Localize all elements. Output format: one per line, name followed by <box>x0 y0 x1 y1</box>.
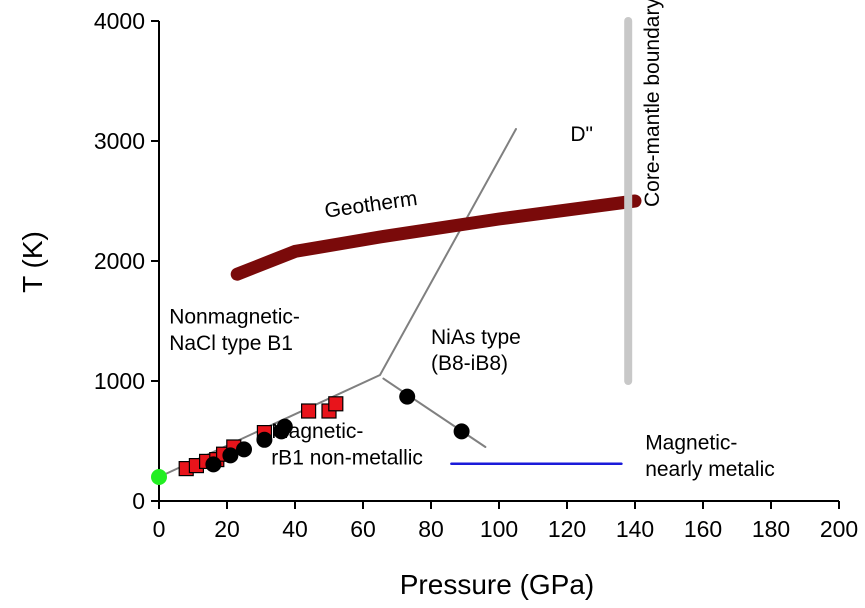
x-tick-label: 140 <box>616 516 654 542</box>
y-tick-label: 2000 <box>94 248 145 274</box>
chart-annotation: Geotherm <box>323 187 419 223</box>
chart-annotation: Nonmagnetic- <box>169 305 300 328</box>
circle-data-point <box>236 441 252 458</box>
y-tick-label: 1000 <box>94 368 145 394</box>
x-tick-label: 100 <box>480 516 518 542</box>
x-tick-label: 40 <box>282 516 308 542</box>
chart-annotation: NiAs type <box>431 326 521 349</box>
x-tick-label: 60 <box>350 516 376 542</box>
chart-annotation: NaCl type B1 <box>169 332 293 355</box>
chart-annotation: D" <box>570 123 593 146</box>
chart-annotation: Core-mantle boundary <box>641 0 664 207</box>
circle-data-point <box>222 447 239 464</box>
chart-annotation: rB1 non-metallic <box>271 446 423 469</box>
y-tick-label: 0 <box>132 488 145 514</box>
chart-annotation: Magnetic- <box>271 420 363 443</box>
phase-boundary-line <box>382 377 487 448</box>
circle-data-point <box>205 456 222 473</box>
chart-annotation: (B8-iB8) <box>431 352 508 375</box>
chart-points <box>151 388 470 485</box>
x-tick-label: 20 <box>214 516 240 542</box>
x-tick-label: 120 <box>548 516 586 542</box>
square-data-point <box>328 396 344 412</box>
circle-data-point <box>151 469 167 485</box>
y-axis-label: T (K) <box>17 231 48 293</box>
x-tick-label: 200 <box>820 516 858 542</box>
square-data-point <box>301 403 317 419</box>
x-tick-label: 180 <box>752 516 790 542</box>
circle-data-point <box>453 423 470 440</box>
circle-data-point <box>276 418 293 435</box>
chart-annotations: Geotherm D" Core-mantle boundary Nonmagneti… <box>169 0 775 481</box>
x-tick-label: 160 <box>684 516 722 542</box>
x-tick-label: 0 <box>153 516 166 542</box>
x-axis-label: Pressure (GPa) <box>400 569 595 600</box>
y-tick-label: 4000 <box>94 8 145 34</box>
circle-data-point <box>399 388 416 405</box>
y-axis-ticks: 0 1000 2000 3000 4000 <box>94 8 159 514</box>
chart-annotation: Magnetic- <box>645 431 737 454</box>
circle-data-point <box>256 431 273 448</box>
x-axis-ticks: 0 20 40 60 80 100 120 140 160 180 200 <box>153 501 858 542</box>
y-tick-label: 3000 <box>94 128 145 154</box>
chart-annotation: nearly metalic <box>645 458 775 481</box>
x-tick-label: 80 <box>418 516 444 542</box>
chart-curves <box>158 17 642 478</box>
geotherm-line <box>230 194 642 281</box>
